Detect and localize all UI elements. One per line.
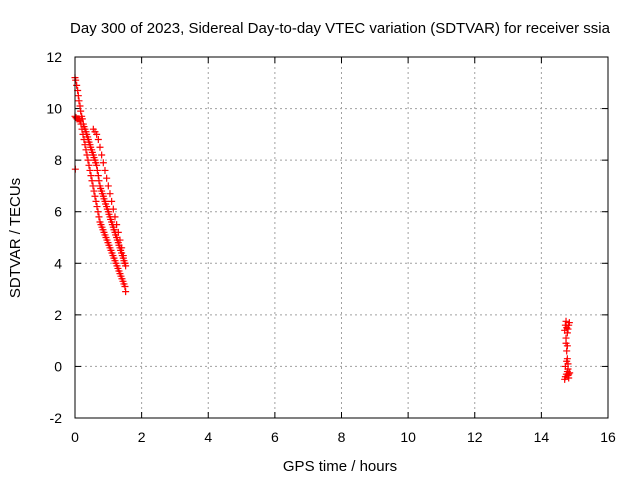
data-point (106, 190, 114, 198)
y-tick-label: 10 (46, 101, 62, 117)
data-point (564, 325, 572, 333)
x-tick-label: 0 (71, 429, 79, 445)
data-point (75, 97, 83, 105)
data-point (121, 259, 129, 267)
data-point (93, 203, 101, 211)
data-point (114, 228, 122, 236)
chart-title: Day 300 of 2023, Sidereal Day-to-day VTE… (70, 20, 611, 37)
x-tick-label: 16 (600, 429, 616, 445)
data-point (95, 213, 103, 221)
data-point (563, 342, 571, 350)
data-point (565, 319, 573, 327)
data-point (113, 221, 121, 229)
data-point (77, 107, 85, 115)
data-point (562, 317, 570, 325)
data-point (104, 182, 112, 190)
data-point (119, 252, 127, 260)
y-tick-label: 8 (54, 152, 62, 168)
data-point (83, 151, 91, 159)
data-points (71, 74, 574, 383)
x-tick-label: 12 (467, 429, 483, 445)
data-point (108, 197, 116, 205)
x-tick-label: 2 (138, 429, 146, 445)
data-point (76, 102, 84, 110)
y-tick-label: 2 (54, 307, 62, 323)
data-point (72, 76, 80, 84)
data-point (90, 187, 98, 195)
data-point (87, 172, 95, 180)
data-point (563, 347, 571, 355)
data-point (116, 236, 124, 244)
data-point (85, 161, 93, 169)
data-point (78, 125, 86, 133)
data-point (563, 357, 571, 365)
plot-frame (74, 56, 609, 419)
data-point (562, 334, 570, 342)
data-point (79, 130, 87, 138)
y-tick-label: 12 (46, 49, 62, 65)
data-point (118, 244, 126, 252)
data-point (91, 192, 99, 200)
data-point (86, 166, 94, 174)
data-point (121, 282, 129, 290)
data-point (94, 136, 102, 144)
data-point (93, 161, 101, 169)
data-point (77, 120, 85, 128)
x-tick-label: 6 (271, 429, 279, 445)
data-point (74, 92, 82, 100)
data-point (93, 166, 101, 174)
data-point (73, 81, 81, 89)
data-point (109, 205, 117, 213)
data-point (98, 151, 106, 159)
x-axis-label: GPS time / hours (283, 458, 397, 475)
data-point (96, 143, 104, 151)
grid (75, 57, 608, 418)
data-point (565, 370, 573, 378)
data-point (122, 288, 130, 296)
x-tick-label: 14 (534, 429, 550, 445)
data-point (88, 177, 96, 185)
y-tick-label: 4 (54, 255, 62, 271)
x-tick-label: 10 (400, 429, 416, 445)
data-point (76, 116, 84, 124)
y-tick-label: 0 (54, 358, 62, 374)
data-point (94, 172, 102, 180)
data-point (92, 197, 100, 205)
data-point (95, 177, 103, 185)
y-tick-label: -2 (50, 410, 63, 426)
data-point (81, 141, 89, 149)
data-point (94, 208, 102, 216)
data-point (566, 369, 574, 377)
y-tick-label: 6 (54, 204, 62, 220)
data-point (82, 146, 90, 154)
x-tick-label: 4 (204, 429, 212, 445)
ticks: 0 2 4 6 8 10 12 14 16 -2 0 2 4 6 8 10 12 (46, 49, 616, 445)
y-axis-label: SDTVAR / TECUs (7, 178, 24, 298)
data-point (75, 115, 83, 123)
x-tick-label: 8 (338, 429, 346, 445)
data-point (84, 156, 92, 164)
data-point (93, 130, 101, 138)
data-point (103, 174, 111, 182)
data-point (99, 159, 107, 167)
data-point (564, 365, 572, 373)
data-point (89, 182, 97, 190)
data-point (80, 136, 88, 144)
data-point (111, 213, 119, 221)
data-point (563, 329, 571, 337)
data-point (101, 166, 109, 174)
